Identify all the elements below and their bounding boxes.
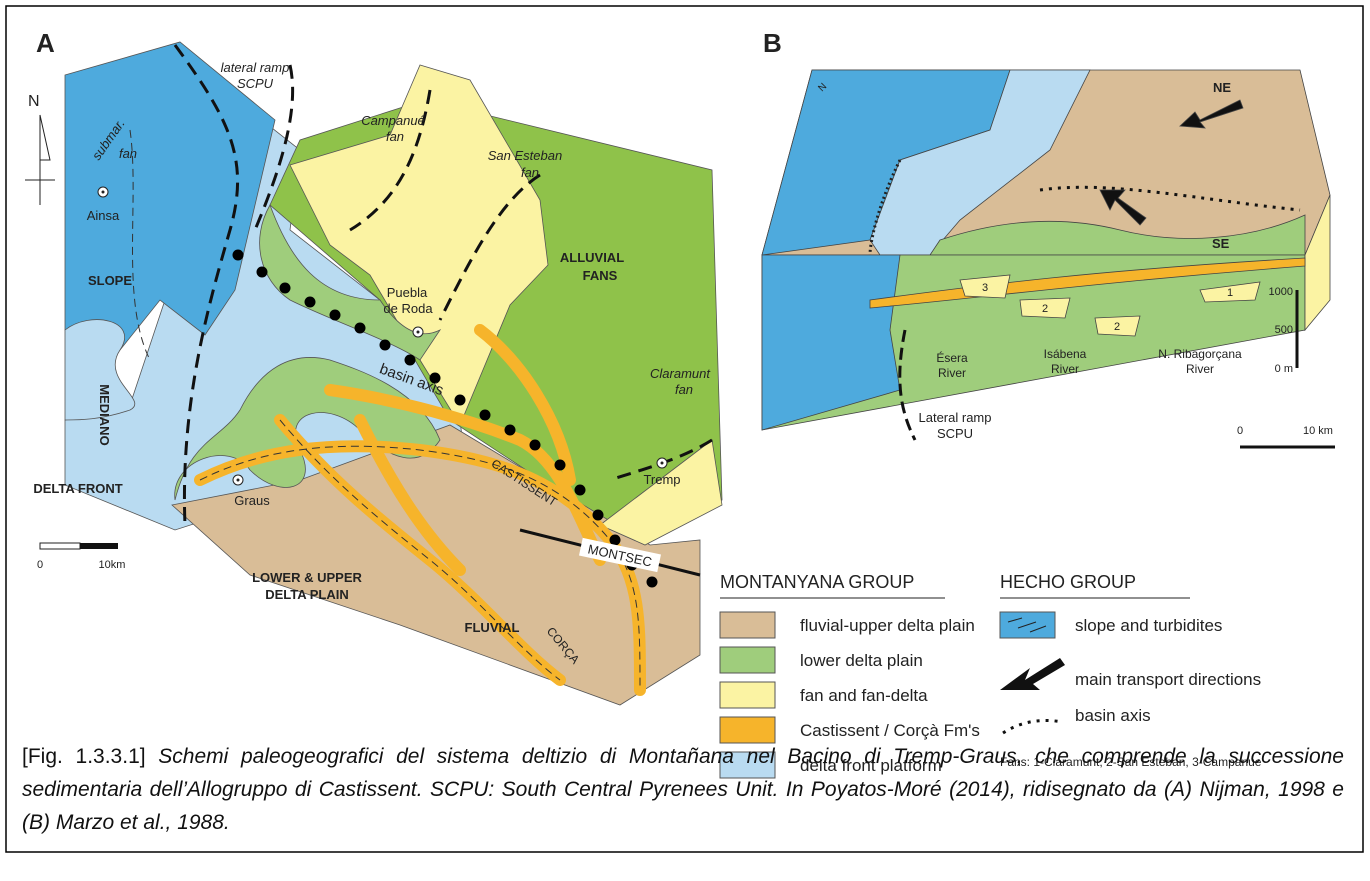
label: Lateral ramp	[919, 410, 992, 425]
label: slope and turbidites	[1075, 616, 1222, 635]
block-diagram-b	[762, 70, 1335, 447]
label: 10km	[99, 559, 126, 571]
label: Tremp	[643, 472, 680, 487]
label: River	[1186, 362, 1214, 376]
label: 2	[1042, 303, 1048, 315]
map-shape	[647, 577, 658, 588]
label: Claramunt	[650, 366, 711, 381]
label: lateral ramp	[221, 60, 290, 75]
map-shape	[720, 682, 775, 708]
north-label: N	[28, 93, 40, 110]
label: Isábena	[1044, 347, 1087, 361]
map-shape	[720, 612, 775, 638]
map-shape	[102, 191, 105, 194]
label: 500	[1275, 324, 1293, 336]
map-shape	[330, 310, 341, 321]
label: 3	[982, 282, 988, 294]
label: 0	[1237, 425, 1243, 437]
caption-text: Schemi paleogeografici del sistema delti…	[22, 745, 1344, 834]
label: Ainsa	[87, 208, 120, 223]
label: MEDIANO	[97, 384, 112, 445]
label: 2	[1114, 321, 1120, 333]
label: 10 km	[1303, 425, 1333, 437]
label: SE	[1212, 236, 1230, 251]
map-shape	[593, 510, 604, 521]
map-shape	[305, 297, 316, 308]
map-shape	[575, 485, 586, 496]
label: fan	[675, 382, 693, 397]
map-shape	[505, 425, 516, 436]
map-shape	[405, 355, 416, 366]
label: fan	[521, 165, 539, 180]
figure: A N lateral ramp SCPU submar. fan Ainsa …	[0, 0, 1370, 881]
label: HECHO GROUP	[1000, 572, 1136, 592]
label: Ésera	[936, 350, 968, 365]
label: DELTA PLAIN	[265, 587, 349, 602]
label: Castissent / Corçà Fm's	[800, 721, 980, 740]
label: MONTANYANA GROUP	[720, 572, 914, 592]
map-shape	[237, 479, 240, 482]
map-shape	[40, 543, 80, 549]
label: Campanué	[361, 113, 425, 128]
label: Graus	[234, 493, 270, 508]
label: B	[763, 28, 782, 58]
label: main transport directions	[1075, 670, 1261, 689]
label: 0 m	[1275, 363, 1293, 375]
label: basin axis	[1075, 706, 1151, 725]
label: FANS	[583, 268, 618, 283]
map-shape	[257, 267, 268, 278]
label: de Roda	[383, 301, 433, 316]
map-shape	[555, 460, 566, 471]
label: fan	[119, 146, 137, 161]
label: DELTA FRONT	[33, 481, 122, 496]
map-shape	[1003, 720, 1062, 733]
caption-label: [Fig. 1.3.3.1]	[22, 745, 146, 768]
panel-letter: A	[36, 28, 55, 58]
label: ALLUVIAL	[560, 250, 624, 265]
label: fan and fan-delta	[800, 686, 928, 705]
label: Puebla	[387, 285, 428, 300]
label: SCPU	[237, 76, 274, 91]
map-shape	[80, 543, 118, 549]
label: River	[938, 366, 966, 380]
label: San Esteban	[488, 148, 562, 163]
map-shape	[233, 250, 244, 261]
label: SCPU	[937, 426, 973, 441]
map-a	[25, 42, 722, 705]
map-shape	[1000, 658, 1065, 690]
label: N. Ribagorçana	[1158, 347, 1242, 361]
label: NE	[1213, 80, 1231, 95]
map-shape	[380, 340, 391, 351]
label: FLUVIAL	[465, 620, 520, 635]
label: SLOPE	[88, 273, 132, 288]
label: 0	[37, 559, 43, 571]
map-shape	[280, 283, 291, 294]
caption: [Fig. 1.3.3.1] Schemi paleogeografici de…	[22, 740, 1344, 839]
label: fan	[386, 129, 404, 144]
label: 1	[1227, 287, 1233, 299]
map-shape	[480, 410, 491, 421]
label: River	[1051, 362, 1079, 376]
map-shape	[610, 535, 621, 546]
map-shape	[720, 647, 775, 673]
map-shape	[530, 440, 541, 451]
label: 1000	[1269, 286, 1293, 298]
label: lower delta plain	[800, 651, 923, 670]
label: fluvial-upper delta plain	[800, 616, 975, 635]
map-shape	[40, 115, 50, 160]
map-shape	[417, 331, 420, 334]
map-shape	[661, 462, 664, 465]
map-shape	[355, 323, 366, 334]
map-shape	[455, 395, 466, 406]
label: LOWER & UPPER	[252, 570, 362, 585]
